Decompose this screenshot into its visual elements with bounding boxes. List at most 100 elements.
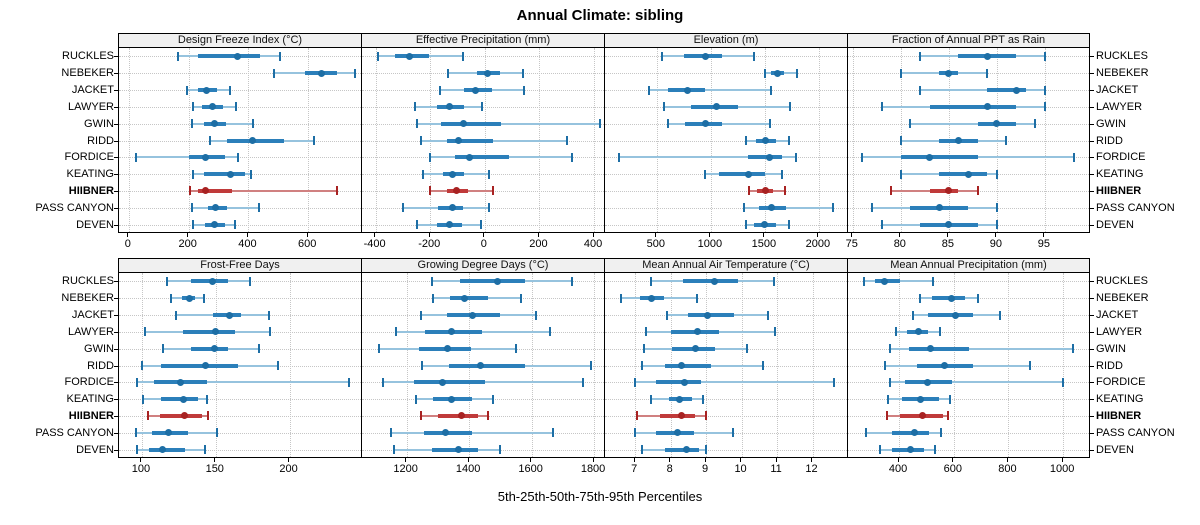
grid-line-vertical [289,273,291,457]
median-dot [452,187,460,195]
axis-tick-mark [288,458,290,462]
median-dot [766,153,774,161]
median-dot [201,362,209,369]
site-label: DEVEN [76,218,114,231]
whisker-cap-95th [523,85,526,95]
y-axis-tick [114,106,118,108]
panel-plot [361,48,604,233]
grid-line-horizontal [119,298,361,300]
median-dot [493,277,501,285]
median-dot [683,86,691,94]
median-dot [910,429,918,437]
axis-tick-label: 1600 [518,463,543,475]
site-label: LAWYER [1096,325,1143,338]
median-dot [761,221,769,229]
axis-tick-mark [405,458,407,462]
site-label: FORDICE [64,376,115,389]
axis-tick-mark [428,233,430,237]
median-dot [318,69,326,77]
median-dot [210,221,218,229]
whisker-cap-5th [743,203,746,213]
whisker-cap-95th [251,119,254,129]
grid-line-vertical [188,48,190,232]
whisker-cap-95th [499,445,502,455]
grid-line-horizontal [119,224,361,226]
y-axis-tick [114,224,118,226]
median-dot [711,277,719,285]
median-dot [880,277,888,285]
grid-line-horizontal [605,399,847,401]
whisker-cap-95th [831,203,834,213]
axis-tick-label: 90 [989,238,1002,250]
iqr-bar-25th-75th [149,447,185,452]
whisker-cap-95th [204,445,207,455]
whisker-cap-95th [705,411,708,421]
whisker-cap-95th [767,310,770,320]
whisker-cap-5th [419,411,422,421]
y-axis-tick [114,415,118,417]
panel: Mean Annual Air Temperature (°C) 7 8 9 10 11 1… [604,258,847,480]
median-dot [212,204,220,212]
whisker-cap-95th [986,68,989,78]
panel: Growing Degree Days (°C) 1200 1400 1600 1800 [361,258,605,480]
iqr-bar-25th-75th [908,346,969,351]
grid-line-horizontal [605,73,847,75]
median-dot [210,120,218,128]
grid-line-vertical [777,273,779,457]
panel-plot [604,273,847,458]
whisker-cap-5th [884,361,887,370]
panel-plot [604,48,847,233]
axis-tick-mark [704,458,706,462]
site-label: PASS CANYON [1096,426,1175,439]
axis-tick-mark [897,458,899,462]
grid-line-horizontal [119,432,361,434]
median-dot [249,137,257,144]
whisker-cap-5th [661,51,664,61]
whisker-cap-5th [421,361,424,370]
site-label: RIDD [87,359,114,372]
whisker-cap-95th [571,152,574,162]
median-dot [926,153,934,161]
iqr-bar-25th-75th [927,313,973,318]
median-dot [683,446,691,454]
y-axis-tick [114,207,118,209]
y-axis-tick [1090,207,1094,209]
whisker-cap-95th [1043,102,1046,112]
panel-plot [114,48,361,233]
axis-tick-mark [187,233,189,237]
whisker-cap-95th [784,186,787,196]
whisker-cap-95th [269,327,272,337]
whisker-cap-5th [861,152,864,162]
axis-tick-label: 150 [205,463,224,475]
range-line-5th-95th [391,431,554,434]
axis-tick-label: 200 [279,463,298,475]
whisker-cap-5th [888,344,891,354]
median-dot [460,294,468,302]
y-axis-tick [1090,56,1094,58]
iqr-bar-25th-75th [190,346,228,351]
whisker-cap-5th [377,344,380,354]
panel: Design Freeze Index (°C) 0 200 400 600 [114,33,361,255]
whisker-cap-5th [880,220,883,230]
whisker-cap-5th [899,68,902,78]
iqr-bar-25th-75th [665,363,712,368]
median-dot [704,311,712,319]
whisker-cap-95th [940,428,943,438]
median-dot [179,395,187,403]
range-line-5th-95th [619,156,797,159]
median-dot [762,137,770,144]
whisker-cap-5th [666,119,669,129]
whisker-cap-5th [919,85,922,95]
axis-tick-mark [467,458,469,462]
whisker-cap-95th [487,169,490,179]
median-dot [176,378,184,386]
whisker-cap-95th [770,85,773,95]
grid-line-horizontal [119,106,361,108]
whisker-cap-5th [909,119,912,129]
site-label: LAWYER [67,325,114,338]
axis-tick-mark [127,233,129,237]
grid-line-horizontal [119,415,361,417]
whisker-cap-95th [571,276,574,286]
grid-line-horizontal [605,224,847,226]
